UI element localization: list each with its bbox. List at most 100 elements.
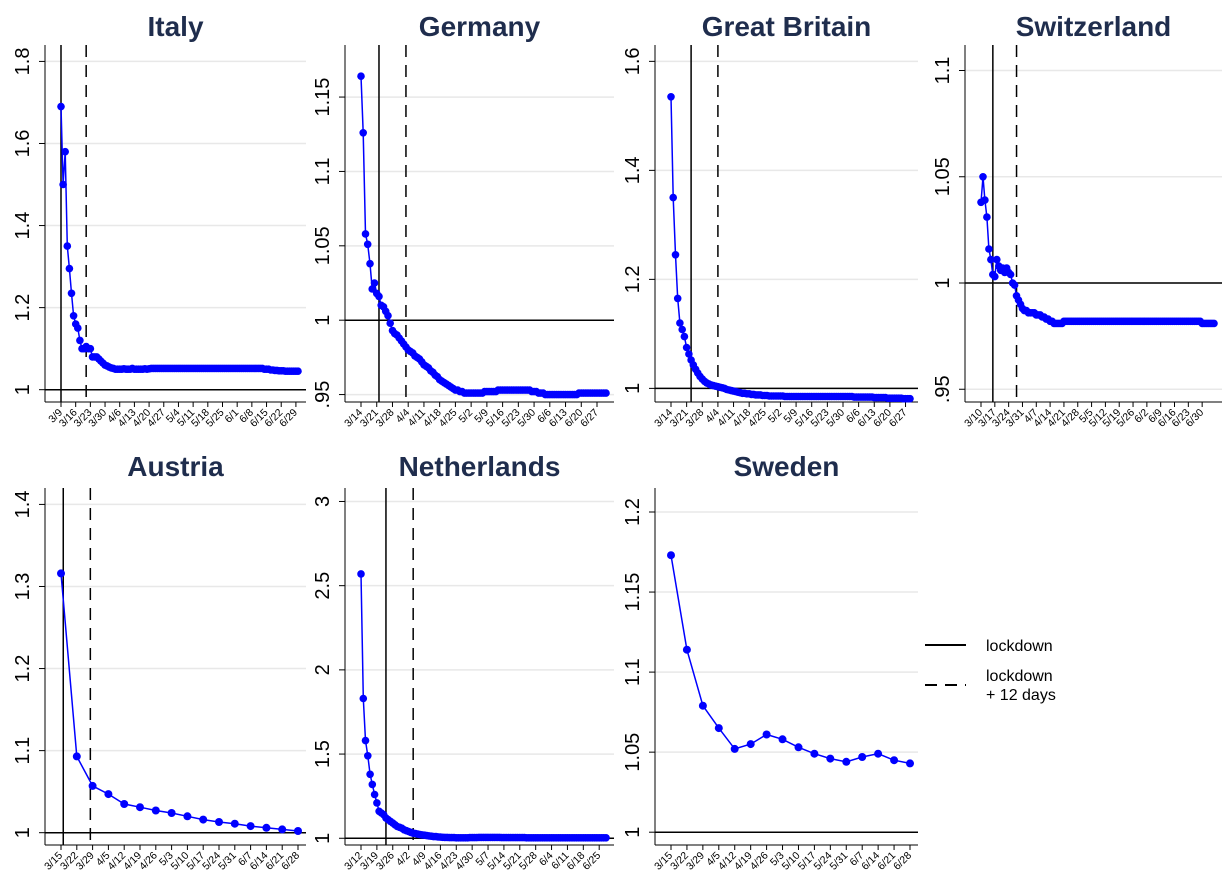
- y-tick-label: 1.5: [312, 740, 334, 768]
- x-tick-label: 4/30: [453, 850, 476, 873]
- y-tick-label: 1.4: [12, 491, 34, 519]
- data-point: [74, 324, 82, 332]
- legend-lockdown-12-label-line1: lockdown: [986, 668, 1053, 685]
- data-point: [151, 806, 160, 815]
- series-line: [360, 573, 606, 839]
- data-point: [983, 213, 991, 221]
- y-tick-label: 1: [12, 384, 34, 395]
- data-point: [199, 815, 208, 824]
- series-line: [360, 76, 606, 396]
- data-point: [669, 193, 677, 202]
- data-point: [167, 809, 176, 817]
- panel-great-britain: Great Britain11.21.41.63/143/213/284/44/…: [622, 11, 918, 430]
- data-point: [294, 367, 302, 376]
- data-point: [685, 350, 693, 358]
- y-tick-label: 1: [312, 833, 334, 844]
- x-tick-label: 5/31: [216, 850, 239, 873]
- data-point: [762, 730, 771, 739]
- y-tick-label: 1.2: [12, 655, 34, 683]
- panel-germany: Germany.9511.051.11.153/143/213/284/44/1…: [312, 11, 614, 430]
- panel-title: Great Britain: [702, 11, 872, 42]
- data-point: [602, 389, 610, 397]
- data-point: [602, 834, 610, 842]
- panel-switzerland: Switzerland.9511.051.13/103/173/243/314/…: [932, 11, 1222, 430]
- x-tick-label: 6/28: [891, 850, 914, 873]
- data-point: [370, 790, 379, 799]
- x-tick-label: 6/25: [580, 850, 603, 873]
- data-point: [810, 749, 819, 758]
- data-point: [63, 242, 72, 250]
- data-point: [61, 147, 69, 156]
- data-point: [88, 781, 97, 790]
- panel-austria: Austria11.11.21.31.43/153/223/294/54/124…: [12, 451, 306, 873]
- data-point: [991, 272, 999, 281]
- y-tick-label: 1.3: [12, 573, 34, 601]
- y-tick-label: 1.05: [312, 226, 334, 265]
- legend: lockdown lockdown + 12 days: [925, 638, 1056, 704]
- data-point: [673, 294, 682, 303]
- y-tick-label: .95: [932, 375, 954, 403]
- data-point: [357, 72, 365, 80]
- x-tick-label: 4/26: [748, 850, 771, 873]
- data-point: [357, 570, 365, 578]
- y-tick-label: 3: [312, 496, 334, 507]
- y-tick-label: .95: [312, 381, 334, 409]
- y-tick-label: 1.6: [622, 47, 644, 75]
- data-point: [368, 780, 377, 789]
- data-point: [985, 245, 993, 253]
- data-point: [370, 279, 379, 287]
- y-tick-label: 2.5: [312, 572, 334, 600]
- series-line: [670, 555, 911, 765]
- data-point: [294, 827, 302, 835]
- data-point: [682, 645, 691, 654]
- series-line: [670, 96, 910, 400]
- x-tick-label: 6/28: [279, 850, 302, 873]
- y-tick-label: 1.4: [12, 212, 34, 240]
- data-point: [361, 230, 370, 238]
- y-tick-label: 1: [932, 277, 954, 288]
- data-point: [386, 319, 395, 328]
- panel-title: Netherlands: [399, 451, 561, 482]
- data-point: [906, 759, 914, 768]
- x-tick-label: 3/26: [374, 850, 397, 873]
- x-tick-label: 3/29: [74, 850, 97, 873]
- x-tick-label: 6/27: [887, 407, 910, 430]
- data-point: [136, 803, 144, 812]
- data-point: [366, 259, 374, 268]
- data-point: [76, 336, 84, 345]
- x-tick-label: 5/28: [517, 850, 540, 873]
- data-point: [65, 264, 74, 273]
- panel-title: Switzerland: [1016, 11, 1172, 42]
- data-point: [778, 735, 787, 744]
- data-point: [671, 251, 680, 259]
- data-point: [730, 744, 739, 753]
- data-point: [104, 790, 113, 799]
- data-point: [794, 743, 803, 752]
- x-tick-label: 5/31: [827, 850, 850, 873]
- data-point: [363, 240, 372, 249]
- data-point: [746, 740, 755, 749]
- y-tick-label: 1.1: [932, 57, 954, 85]
- data-point: [59, 180, 67, 189]
- panel-netherlands: Netherlands11.522.533/123/193/264/24/94/…: [312, 451, 614, 873]
- legend-lockdown-label: lockdown: [986, 638, 1053, 655]
- y-tick-label: 1.1: [312, 158, 334, 186]
- data-point: [906, 394, 914, 403]
- data-point: [890, 756, 899, 765]
- y-tick-label: 2: [312, 664, 334, 675]
- data-point: [278, 825, 287, 834]
- data-point: [698, 701, 707, 710]
- x-tick-label: 3/29: [684, 850, 707, 873]
- panel-title: Germany: [419, 11, 541, 42]
- x-tick-label: 6/29: [277, 407, 300, 430]
- data-point: [57, 569, 65, 578]
- data-point: [680, 332, 689, 341]
- data-point: [874, 749, 883, 758]
- data-point: [1210, 319, 1218, 328]
- y-tick-label: 1: [12, 827, 34, 838]
- y-tick-label: 1: [622, 383, 644, 394]
- data-point: [375, 292, 383, 301]
- data-point: [1006, 270, 1015, 279]
- data-point: [993, 255, 1001, 264]
- data-point: [86, 344, 95, 353]
